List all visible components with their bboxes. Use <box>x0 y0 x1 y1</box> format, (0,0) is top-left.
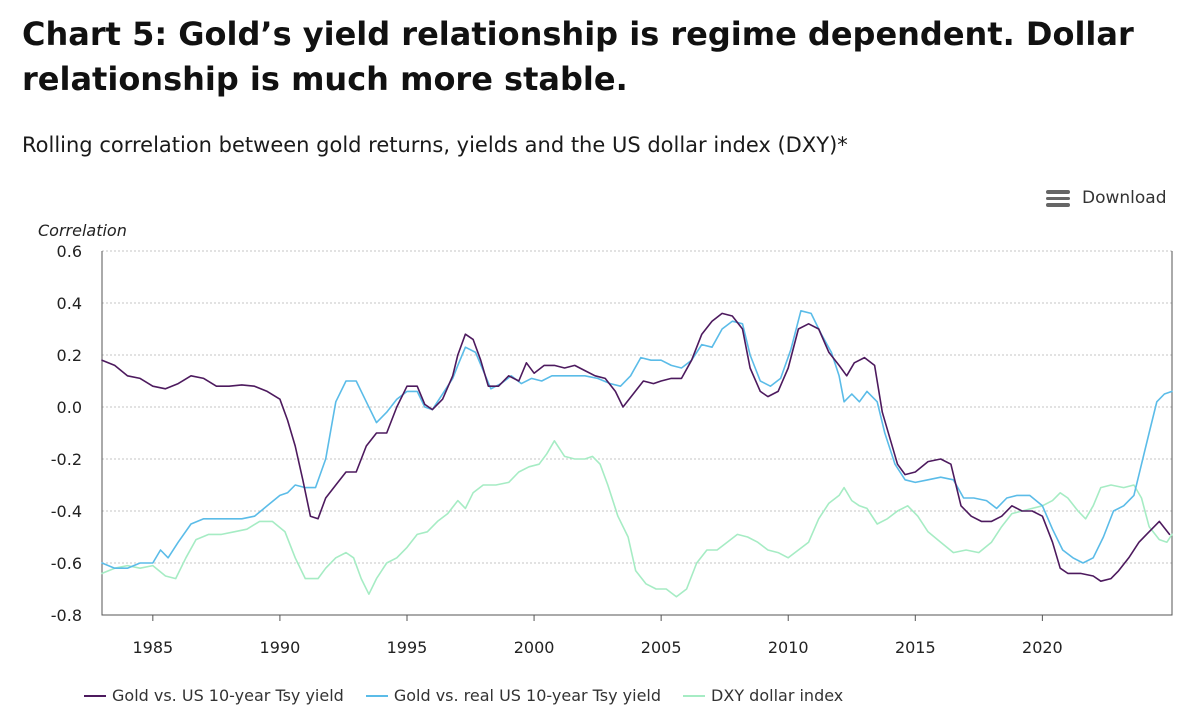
y-axis-title: Correlation <box>38 221 127 240</box>
y-tick-label: 0.6 <box>57 242 82 261</box>
legend-swatch <box>683 694 706 697</box>
axes: 0.6 0.4 0.2 0.0 -0.2 -0.4 -0.6 -0.8 1985 1990 1995… <box>51 242 1173 657</box>
y-tick-label: 0.0 <box>57 398 82 417</box>
download-label: Download <box>1082 188 1167 208</box>
y-tick-label: 0.4 <box>57 294 82 313</box>
legend: Gold vs. US 10-year Tsy yield Gold vs. re… <box>84 686 865 705</box>
series-line-0 <box>101 312 1171 582</box>
legend-label: DXY dollar index <box>711 686 844 705</box>
legend-label: Gold vs. real US 10-year Tsy yield <box>393 686 662 705</box>
series-line-1 <box>101 310 1173 569</box>
x-tick-label: 2015 <box>895 638 936 657</box>
x-tick-label: 1985 <box>132 638 173 657</box>
x-tick-label: 2010 <box>768 638 809 657</box>
menu-icon <box>1046 189 1070 207</box>
legend-swatch <box>365 694 388 697</box>
x-tick-label: 2005 <box>641 638 682 657</box>
legend-item-2[interactable]: DXY dollar index <box>683 686 843 705</box>
download-button[interactable]: Download <box>1046 184 1167 212</box>
legend-item-0[interactable]: Gold vs. US 10-year Tsy yield <box>84 686 344 705</box>
x-tick-label: 2000 <box>514 638 555 657</box>
legend-swatch <box>84 694 106 697</box>
y-tick-label: -0.8 <box>51 606 82 625</box>
plot-frame <box>101 251 1173 616</box>
x-tick-label: 2020 <box>1022 638 1063 657</box>
series-lines <box>101 310 1173 598</box>
y-tick-label: -0.4 <box>51 502 82 521</box>
y-tick-label: -0.2 <box>51 450 82 469</box>
series-line-2 <box>101 440 1173 598</box>
x-tick-label: 1990 <box>260 638 301 657</box>
chart-title: Chart 5: Gold’s yield relationship is re… <box>22 15 1134 98</box>
x-tick-label: 1995 <box>387 638 428 657</box>
y-tick-label: 0.2 <box>57 346 82 365</box>
chart-subtitle: Rolling correlation between gold returns… <box>22 133 848 157</box>
legend-item-1[interactable]: Gold vs. real US 10-year Tsy yield <box>365 686 662 705</box>
y-tick-label: -0.6 <box>51 554 82 573</box>
legend-label: Gold vs. US 10-year Tsy yield <box>112 686 344 705</box>
gridlines <box>102 250 1172 616</box>
